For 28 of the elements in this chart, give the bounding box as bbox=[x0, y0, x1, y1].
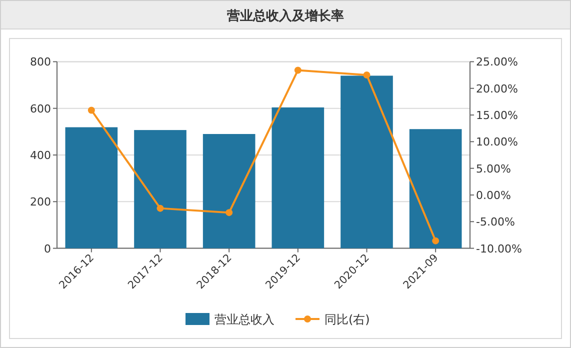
y-tick-label: 600 bbox=[30, 102, 51, 116]
point bbox=[156, 204, 164, 212]
point bbox=[432, 237, 440, 244]
legend-label: 营业总收入 bbox=[214, 312, 274, 326]
chart-title: 营业总收入及增长率 bbox=[226, 8, 344, 24]
point bbox=[226, 209, 233, 216]
y2-tick-label: 15.00% bbox=[476, 109, 518, 122]
bar bbox=[409, 129, 462, 248]
y-tick-label: 200 bbox=[30, 196, 51, 209]
point bbox=[294, 66, 302, 74]
y-tick-label: 0 bbox=[44, 242, 51, 256]
bar bbox=[202, 134, 256, 248]
y2-tick-label: 10.00% bbox=[476, 136, 518, 149]
y2-tick-label: 25.00% bbox=[476, 56, 518, 69]
point bbox=[363, 72, 370, 79]
y-tick-label: 400 bbox=[30, 149, 51, 162]
y2-tick-label: -5.00% bbox=[476, 216, 515, 229]
point bbox=[88, 106, 95, 114]
bar bbox=[65, 127, 118, 248]
bar bbox=[272, 107, 324, 248]
y2-tick-label: 5.00% bbox=[476, 162, 511, 176]
y2-tick-label: 0.00% bbox=[476, 188, 511, 202]
bar bbox=[134, 130, 186, 248]
y2-tick-label: -10.00% bbox=[476, 242, 522, 256]
y-tick-label: 800 bbox=[30, 56, 51, 69]
bar bbox=[340, 76, 393, 248]
legend-label: 同比(右) bbox=[324, 312, 370, 326]
y2-tick-label: 20.00% bbox=[476, 82, 518, 96]
